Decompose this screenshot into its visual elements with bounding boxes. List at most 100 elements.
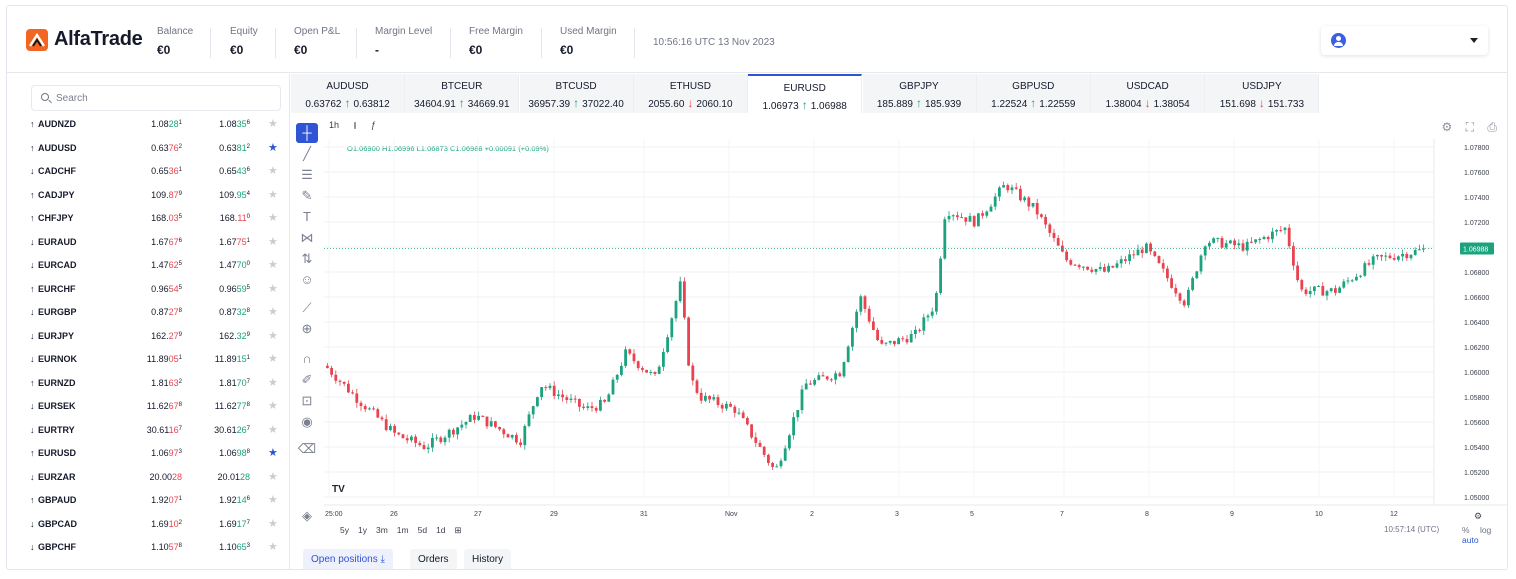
tab-usdcad[interactable]: USDCAD 1.38004 ↓ 1.38054	[1091, 74, 1206, 113]
watchlist-row[interactable]: ↓ EURTRY 30.61167 30.61267 ★	[7, 423, 290, 448]
watchlist-row[interactable]: ↓ EURJPY 162.279 162.329 ★	[7, 329, 290, 354]
symbol-name: ↑ AUDNZD	[30, 119, 76, 129]
tab-open-positions[interactable]: Open positions ⤓	[303, 549, 393, 569]
trend-line-icon[interactable]: ╱	[303, 146, 311, 161]
pattern-icon[interactable]: ⋈	[300, 230, 314, 245]
candle-down	[628, 349, 632, 354]
eye-icon[interactable]: ◉	[301, 414, 313, 429]
star-icon[interactable]: ★	[268, 517, 278, 530]
star-icon[interactable]: ★	[268, 447, 278, 459]
measure-range-icon[interactable]: ⇅	[301, 251, 313, 266]
star-icon[interactable]: ★	[268, 400, 278, 412]
star-icon[interactable]: ★	[268, 188, 278, 201]
price-tick-label: 1.06800	[1464, 270, 1489, 277]
zoom-in-icon[interactable]: ⊕	[301, 321, 313, 336]
star-icon[interactable]: ★	[268, 141, 278, 154]
star-icon[interactable]: ★	[268, 470, 278, 483]
watchlist-row[interactable]: ↑ AUDNZD 1.08281 1.08356 ★	[7, 118, 290, 142]
log-scale-toggle[interactable]: log	[1479, 525, 1492, 535]
tab-btcusd[interactable]: BTCUSD 36957.39 ↑ 37022.40	[519, 74, 634, 113]
candle-up	[909, 333, 913, 343]
candle-down	[351, 392, 354, 394]
fullscreen-icon[interactable]: ⛶	[1465, 120, 1475, 134]
tab-eurusd[interactable]: EURUSD 1.06973 ↑ 1.06988	[748, 74, 863, 113]
watchlist-row[interactable]: ↑ EURUSD 1.06973 1.06988 ★	[7, 447, 290, 471]
candle-down	[414, 436, 417, 443]
range-5d[interactable]: 5d	[417, 525, 428, 535]
tab-gbpusd[interactable]: GBPUSD 1.22524 ↑ 1.22559	[976, 74, 1091, 113]
watchlist-row[interactable]: ↓ EURAUD 1.67676 1.67751 ★	[7, 235, 290, 260]
tradingview-logo-icon: TV	[332, 484, 345, 495]
calendar-icon[interactable]: ⊞	[454, 525, 462, 535]
fib-lines-icon[interactable]: ☰	[301, 167, 313, 182]
range-1d[interactable]: 1d	[436, 525, 446, 535]
lock-icon[interactable]: ⊡	[301, 393, 313, 408]
tab-orders[interactable]: Orders	[410, 549, 457, 569]
ticker-bid: 34604.91	[414, 99, 456, 110]
watchlist-row[interactable]: ↓ CADCHF 0.65361 0.65436 ★	[7, 165, 290, 189]
watchlist-row[interactable]: ↑ CHFJPY 168.035 168.110 ★	[7, 212, 290, 236]
tab-ethusd[interactable]: ETHUSD 2055.60 ↓ 2060.10	[633, 74, 748, 113]
star-icon[interactable]: ★	[268, 423, 278, 436]
camera-icon[interactable]: ⎙	[1487, 120, 1497, 134]
star-icon[interactable]: ★	[268, 494, 278, 506]
watchlist-row[interactable]: ↑ CADJPY 109.879 109.954 ★	[7, 188, 290, 213]
star-icon[interactable]: ★	[268, 235, 278, 248]
indicators-icon[interactable]: ƒ	[370, 120, 376, 130]
download-icon[interactable]: ⤓	[380, 554, 385, 565]
price-chart[interactable]: 1.078001.076001.074001.072001.070001.068…	[324, 139, 1507, 525]
magnet-icon[interactable]: ∩	[302, 351, 312, 366]
auto-scale-toggle[interactable]: auto	[1462, 535, 1479, 545]
bid-price: 30.61167	[112, 425, 182, 435]
star-icon[interactable]: ★	[268, 541, 278, 553]
watchlist-row[interactable]: ↑ AUDUSD 0.63762 0.63812 ★	[7, 141, 290, 166]
account-dropdown[interactable]	[1321, 26, 1488, 55]
watchlist-row[interactable]: ↓ EURZAR 20.0028 20.0128 ★	[7, 470, 290, 495]
star-icon[interactable]: ★	[268, 353, 278, 365]
watchlist-row[interactable]: ↓ EURNOK 11.89051 11.89151 ★	[7, 353, 290, 377]
logo[interactable]: AlfaTrade	[26, 28, 143, 51]
range-3m[interactable]: 3m	[375, 525, 388, 535]
watchlist-row[interactable]: ↓ GBPCHF 1.10578 1.10653 ★	[7, 541, 290, 565]
brush-icon[interactable]: ✎	[301, 188, 313, 203]
star-icon[interactable]: ★	[268, 165, 278, 177]
watchlist-row[interactable]: ↓ EURGBP 0.87278 0.87328 ★	[7, 306, 290, 330]
layers-icon[interactable]: ◈	[302, 508, 312, 523]
star-icon[interactable]: ★	[268, 282, 278, 295]
star-icon[interactable]: ★	[268, 376, 278, 389]
candle-type-icon[interactable]: ⫾	[353, 120, 357, 130]
star-icon[interactable]: ★	[268, 306, 278, 318]
star-icon[interactable]: ★	[268, 259, 278, 271]
range-1m[interactable]: 1m	[396, 525, 409, 535]
candle-up	[1359, 275, 1362, 277]
candle-up	[884, 342, 888, 344]
percent-scale-toggle[interactable]: %	[1462, 525, 1470, 535]
star-icon[interactable]: ★	[268, 118, 278, 130]
watchlist-row[interactable]: ↑ EURCHF 0.96545 0.96595 ★	[7, 282, 290, 307]
watchlist-row[interactable]: ↓ EURSEK 11.62678 11.62778 ★	[7, 400, 290, 424]
tab-gbpjpy[interactable]: GBPJPY 185.889 ↑ 185.939	[862, 74, 977, 113]
search-box[interactable]	[31, 85, 281, 111]
watchlist-row[interactable]: ↑ GBPAUD 1.92071 1.92146 ★	[7, 494, 290, 518]
settings-icon[interactable]: ⚙	[1441, 120, 1453, 134]
watchlist-row[interactable]: ↓ GBPCAD 1.69102 1.69177 ★	[7, 517, 290, 542]
ruler-icon[interactable]: ⟋	[302, 300, 312, 315]
trash-icon[interactable]: ⌫	[297, 441, 317, 456]
tab-usdjpy[interactable]: USDJPY 151.698 ↓ 151.733	[1205, 74, 1320, 113]
tab-history[interactable]: History	[464, 549, 512, 569]
emoji-icon[interactable]: ☺	[300, 272, 314, 287]
watchlist-row[interactable]: ↓ EURCAD 1.47625 1.47700 ★	[7, 259, 290, 283]
star-icon[interactable]: ★	[268, 212, 278, 224]
range-5y[interactable]: 5y	[340, 525, 349, 535]
lock-drawing-icon[interactable]: ✐	[301, 372, 313, 387]
text-icon[interactable]: T	[303, 209, 311, 224]
crosshair-icon[interactable]: ┼	[296, 123, 318, 143]
watchlist-row[interactable]: ↑ EURNZD 1.81632 1.81707 ★	[7, 376, 290, 401]
star-icon[interactable]: ★	[268, 329, 278, 342]
range-1y[interactable]: 1y	[357, 525, 367, 535]
search-input[interactable]	[56, 90, 266, 107]
tab-audusd[interactable]: AUDUSD 0.63762 ↑ 0.63812	[291, 74, 405, 113]
tab-btceur[interactable]: BTCEUR 34604.91 ↑ 34669.91	[405, 74, 520, 113]
timeframe-button[interactable]: 1h	[329, 120, 340, 130]
bid-price: 1.47625	[112, 260, 182, 270]
